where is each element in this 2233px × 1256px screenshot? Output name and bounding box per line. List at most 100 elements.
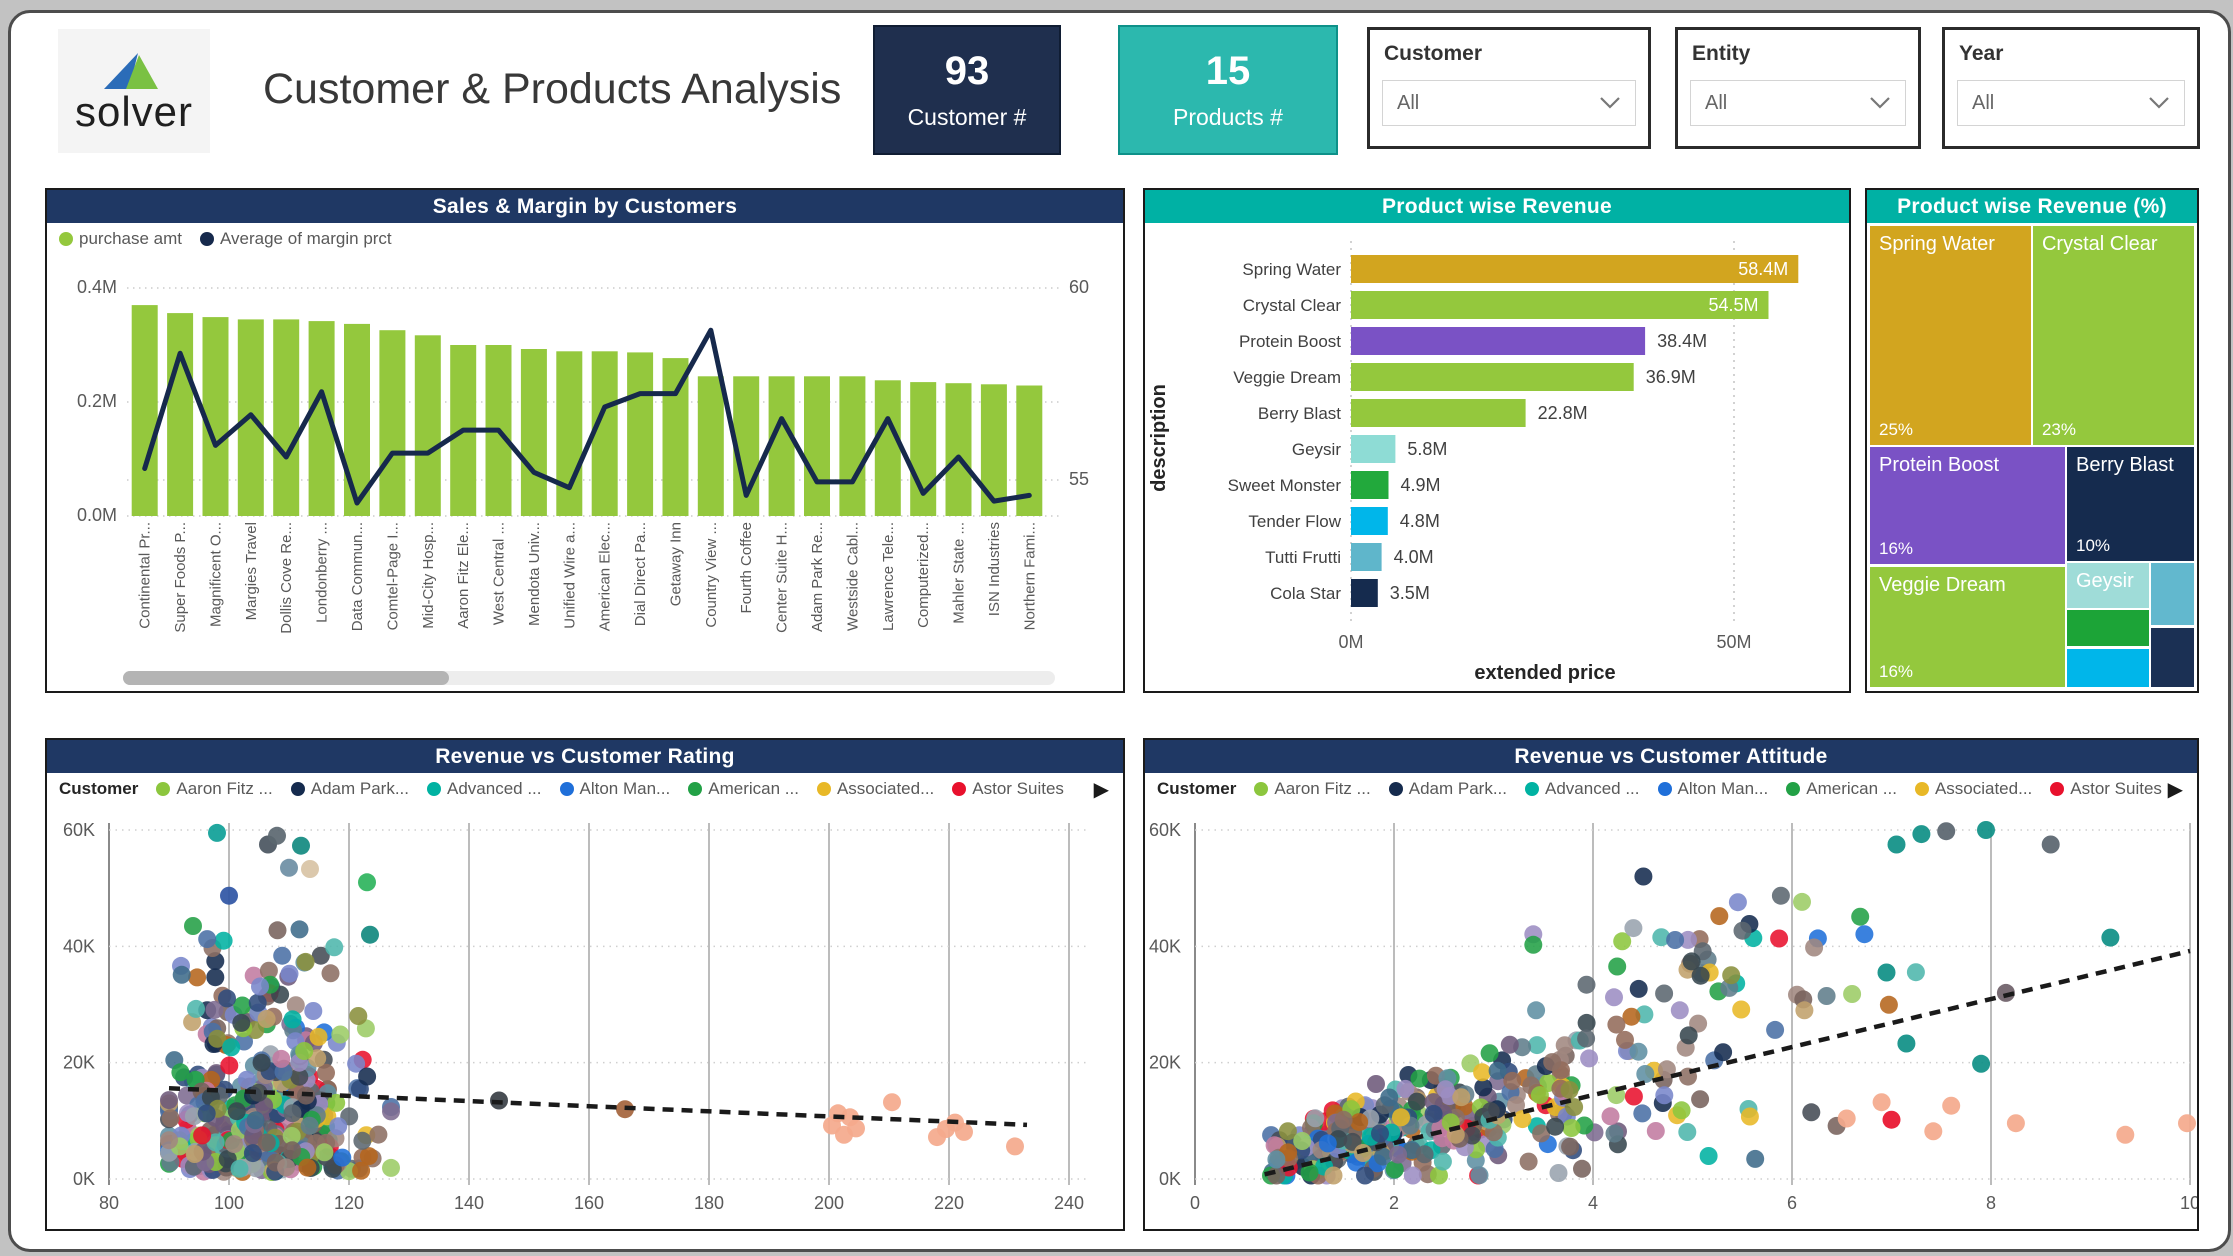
chevron-down-icon	[1600, 97, 1620, 109]
product-revenue-treemap[interactable]: Spring Water 25% Crystal Clear 23% Protein B…	[1870, 226, 2194, 687]
legend-item-label: purchase amt	[79, 229, 182, 248]
chart-scrollbar[interactable]	[123, 671, 1055, 685]
panel-title: Revenue vs Customer Attitude	[1145, 740, 2197, 773]
svg-text:4.0M: 4.0M	[1394, 547, 1434, 567]
legend-item[interactable]: Advanced ...	[427, 779, 542, 799]
sales-margin-chart[interactable]: 0.0M 0.2M 0.4M 55 60 Continental Pr... Super F…	[47, 255, 1123, 675]
legend-item-label: Associated...	[836, 779, 935, 798]
legend-dot-icon	[1525, 782, 1539, 796]
svg-text:West Central ...: West Central ...	[491, 522, 508, 625]
treemap-node[interactable]	[2150, 627, 2194, 687]
legend-item[interactable]: Astor Suites	[2050, 779, 2162, 799]
legend-dot-icon	[290, 782, 305, 796]
filter-entity: Entity All	[1675, 27, 1921, 149]
svg-text:200: 200	[814, 1193, 844, 1213]
legend-item[interactable]: Alton Man...	[559, 779, 671, 799]
svg-text:180: 180	[694, 1193, 724, 1213]
treemap-node[interactable]: Berry Blast 10%	[2066, 447, 2194, 561]
svg-text:0K: 0K	[1159, 1169, 1181, 1189]
legend-dot-icon	[1657, 782, 1672, 796]
chart-scrollbar-thumb[interactable]	[123, 671, 450, 685]
legend-item[interactable]: Alton Man...	[1657, 779, 1768, 799]
svg-text:Data Commun...: Data Commun...	[349, 522, 366, 631]
revenue-vs-attitude-chart[interactable]: 0K 20K 40K 60K 0 2 4 6 8 10	[1145, 805, 2197, 1229]
legend-dot-icon	[952, 782, 967, 796]
legend-item[interactable]: Adam Park...	[290, 779, 409, 799]
svg-text:2: 2	[1389, 1193, 1399, 1213]
svg-text:Super Foods P...: Super Foods P...	[172, 522, 189, 633]
filter-entity-dropdown[interactable]: All	[1690, 80, 1906, 126]
svg-text:5.8M: 5.8M	[1407, 439, 1447, 459]
legend-item[interactable]: Adam Park...	[1388, 779, 1507, 799]
treemap-node[interactable]	[2066, 610, 2149, 647]
legend-item-label: Astor Suites	[972, 779, 1064, 798]
legend-item[interactable]: American ...	[1786, 779, 1897, 799]
svg-text:Mendota Univ...: Mendota Univ...	[526, 522, 543, 626]
svg-text:Fourth Coffee: Fourth Coffee	[738, 522, 755, 613]
revenue-vs-rating-chart[interactable]: 0K 20K 40K 60K 80 100 120 140 160 180 200 220 240	[47, 805, 1123, 1229]
legend-item[interactable]: Average of margin prct	[200, 229, 392, 249]
filter-year-value: All	[1972, 91, 1995, 114]
filter-year: Year All	[1942, 27, 2200, 149]
legend-item[interactable]: American ...	[688, 779, 799, 799]
filter-entity-value: All	[1705, 91, 1728, 114]
svg-text:4.9M: 4.9M	[1401, 475, 1441, 495]
treemap-node[interactable]: Crystal Clear 23%	[2032, 226, 2194, 445]
treemap-node[interactable]	[2066, 649, 2149, 687]
svg-text:22.8M: 22.8M	[1538, 403, 1588, 423]
sales-margin-legend: purchase amt Average of margin prct	[47, 223, 1123, 255]
treemap-node[interactable]: Geysir	[2066, 563, 2149, 608]
svg-text:Veggie Dream: Veggie Dream	[1233, 368, 1341, 387]
legend-item[interactable]: Aaron Fitz ...	[156, 779, 273, 799]
legend-dot-icon	[816, 782, 831, 796]
svg-text:Spring Water: Spring Water	[1242, 260, 1341, 279]
kpi-customer-count: 93 Customer #	[873, 25, 1061, 155]
legend-item[interactable]: Associated...	[816, 779, 935, 799]
treemap-node[interactable]: Protein Boost 16%	[1870, 447, 2066, 565]
page-title: Customer & Products Analysis	[263, 65, 842, 113]
legend-scroll-arrow-icon[interactable]: ▶	[1093, 779, 1109, 801]
svg-text:38.4M: 38.4M	[1657, 331, 1707, 351]
svg-text:Lawrence Tele...: Lawrence Tele...	[880, 522, 897, 631]
panel-title: Product wise Revenue (%)	[1867, 190, 2197, 223]
treemap-node[interactable]: Spring Water 25%	[1870, 226, 2032, 445]
panel-product-revenue: Product wise Revenue Spring Water 58.4M Cr…	[1143, 188, 1851, 693]
svg-text:Cola Star: Cola Star	[1270, 584, 1341, 603]
legend-dot-icon	[1914, 782, 1929, 796]
svg-text:50M: 50M	[1716, 632, 1751, 652]
legend-scroll-arrow-icon[interactable]: ▶	[2167, 779, 2183, 801]
filter-customer-dropdown[interactable]: All	[1382, 80, 1636, 126]
legend-title: Customer	[59, 779, 139, 798]
legend-item-label: Aaron Fitz ...	[1274, 779, 1371, 798]
svg-text:Computerized...: Computerized...	[915, 522, 932, 628]
product-revenue-chart[interactable]: Spring Water 58.4M Crystal Clear 54.5M Prote…	[1145, 223, 1849, 691]
panel-revenue-vs-rating: Revenue vs Customer Rating Customer Aaron…	[45, 738, 1125, 1231]
kpi-products-count-label: Products #	[1173, 104, 1283, 130]
svg-text:Northern Fami...: Northern Fami...	[1021, 522, 1038, 630]
legend-item[interactable]: Advanced ...	[1525, 779, 1640, 799]
svg-text:0: 0	[1190, 1193, 1200, 1213]
legend-dot-icon	[559, 782, 574, 796]
filter-customer-label: Customer	[1384, 42, 1483, 65]
legend-dot-icon	[59, 232, 73, 246]
panel-title: Revenue vs Customer Rating	[47, 740, 1123, 773]
legend-item-label: Alton Man...	[579, 779, 671, 798]
legend-item[interactable]: Aaron Fitz ...	[1254, 779, 1371, 799]
legend-item-label: American ...	[1806, 779, 1897, 798]
legend-dot-icon	[156, 782, 171, 796]
svg-text:Sweet Monster: Sweet Monster	[1228, 476, 1342, 495]
legend-item[interactable]: Associated...	[1914, 779, 2033, 799]
legend-item[interactable]: purchase amt	[59, 229, 182, 249]
svg-text:20K: 20K	[63, 1053, 95, 1073]
filter-year-dropdown[interactable]: All	[1957, 80, 2185, 126]
treemap-node[interactable]	[2150, 563, 2194, 626]
legend-item[interactable]: Astor Suites	[952, 779, 1064, 799]
treemap-node[interactable]: Veggie Dream 16%	[1870, 567, 2066, 687]
svg-text:Adam Park Re...: Adam Park Re...	[809, 522, 826, 632]
kpi-customer-count-value: 93	[944, 49, 990, 93]
treemap-node-label: Crystal Clear	[2041, 233, 2158, 255]
svg-text:4.8M: 4.8M	[1400, 511, 1440, 531]
legend-item-label: Associated...	[1934, 779, 2033, 798]
svg-text:Tender Flow: Tender Flow	[1248, 512, 1341, 531]
chevron-down-icon	[2149, 97, 2169, 109]
